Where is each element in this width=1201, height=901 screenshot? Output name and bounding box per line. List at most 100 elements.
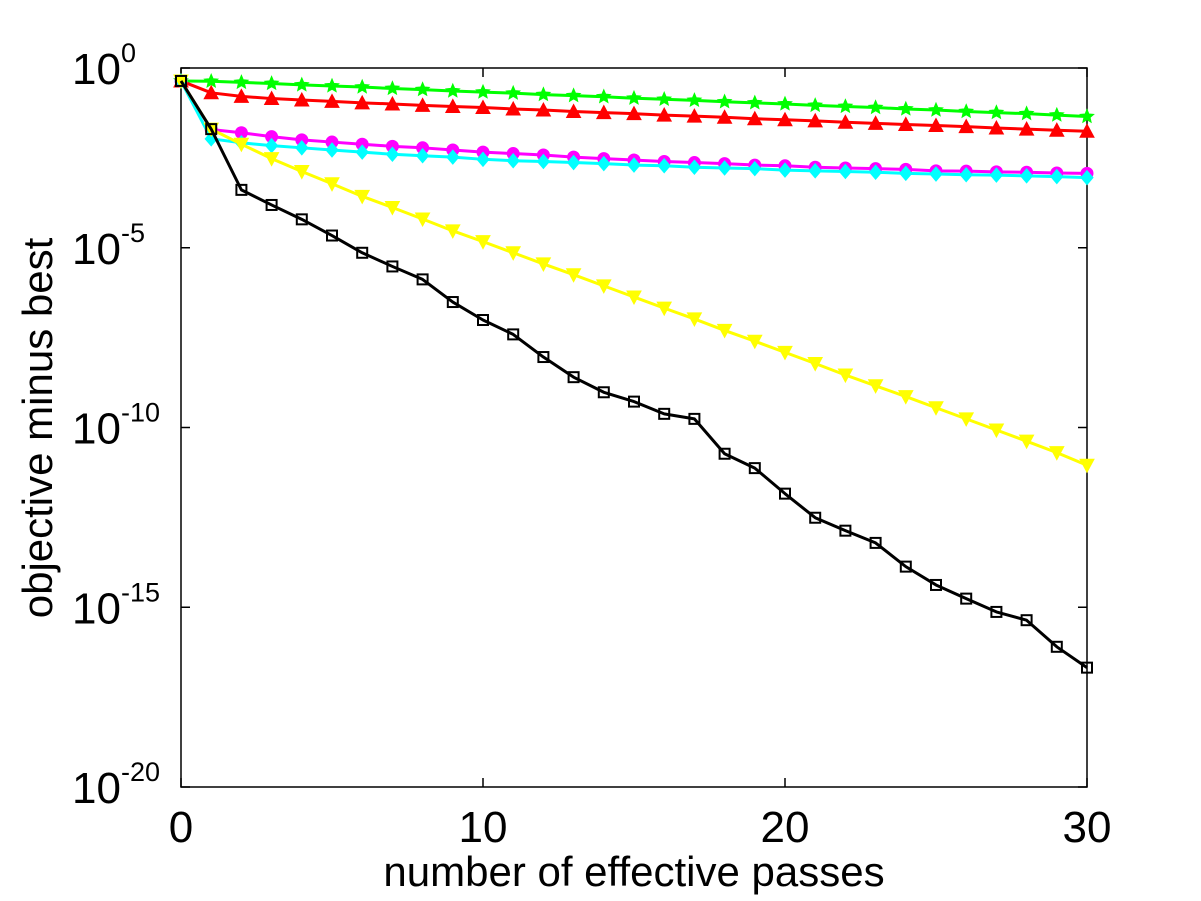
x-axis-ticks: 0 10 20 30 bbox=[169, 68, 1112, 852]
data-point bbox=[175, 74, 187, 87]
data-point bbox=[535, 102, 552, 117]
data-point bbox=[988, 423, 1005, 439]
series-red-triangle-up bbox=[173, 72, 1095, 138]
data-point bbox=[717, 160, 732, 176]
data-point bbox=[535, 86, 552, 102]
data-point bbox=[1048, 446, 1065, 461]
data-point bbox=[928, 117, 944, 133]
data-point bbox=[595, 104, 612, 120]
data-point bbox=[414, 97, 431, 112]
data-point bbox=[928, 401, 944, 416]
data-point bbox=[867, 115, 884, 130]
data-point bbox=[626, 89, 642, 105]
data-point bbox=[867, 99, 884, 115]
data-point bbox=[414, 212, 431, 228]
data-point bbox=[446, 296, 459, 309]
data-point bbox=[415, 147, 430, 164]
data-point bbox=[416, 273, 429, 286]
data-point bbox=[1050, 640, 1063, 653]
data-point bbox=[1048, 122, 1065, 137]
data-point bbox=[324, 177, 340, 192]
data-point bbox=[384, 80, 401, 96]
data-point bbox=[295, 213, 308, 226]
data-point bbox=[505, 84, 522, 100]
data-point bbox=[837, 98, 854, 114]
data-point bbox=[687, 159, 702, 175]
data-point bbox=[656, 301, 673, 317]
data-point bbox=[233, 88, 250, 103]
data-point bbox=[626, 105, 642, 121]
data-point bbox=[686, 108, 703, 123]
data-point bbox=[778, 162, 792, 178]
data-point bbox=[688, 412, 701, 425]
data-point bbox=[233, 74, 250, 90]
data-point bbox=[205, 123, 218, 136]
data-point bbox=[384, 200, 401, 216]
data-point bbox=[748, 160, 762, 177]
y-tick-label: 10-15 bbox=[72, 577, 160, 633]
data-point bbox=[808, 163, 822, 179]
data-point bbox=[444, 98, 461, 113]
series-green-star bbox=[173, 72, 1095, 124]
series-line bbox=[179, 80, 1088, 669]
data-point bbox=[265, 198, 278, 211]
data-point bbox=[960, 592, 973, 605]
series-yellow-triangle-down bbox=[173, 74, 1095, 474]
data-point bbox=[1048, 106, 1065, 122]
data-point bbox=[839, 524, 852, 537]
data-point bbox=[988, 119, 1005, 135]
y-tick-exponent: -20 bbox=[121, 757, 160, 787]
data-point bbox=[505, 246, 522, 261]
data-point bbox=[324, 93, 340, 108]
data-point bbox=[263, 75, 280, 91]
data-point bbox=[385, 146, 400, 163]
data-point bbox=[476, 151, 490, 168]
data-point bbox=[958, 118, 975, 134]
data-point bbox=[1079, 108, 1095, 124]
data-point bbox=[1018, 434, 1035, 450]
data-point bbox=[777, 95, 793, 111]
x-tick-label: 10 bbox=[459, 803, 508, 852]
data-point bbox=[1018, 105, 1035, 121]
data-point bbox=[386, 260, 399, 273]
data-point bbox=[475, 235, 491, 250]
data-point bbox=[536, 153, 551, 170]
data-point bbox=[325, 142, 339, 158]
y-tick-base: 10 bbox=[72, 584, 121, 633]
x-tick-label: 30 bbox=[1063, 803, 1112, 852]
data-point bbox=[627, 157, 641, 173]
data-point bbox=[565, 268, 582, 283]
data-point bbox=[897, 116, 914, 131]
y-axis-label: objective minus best bbox=[14, 237, 61, 618]
data-point bbox=[293, 165, 310, 180]
data-point bbox=[1080, 169, 1094, 186]
data-point bbox=[899, 560, 912, 573]
data-point bbox=[567, 371, 580, 384]
data-point bbox=[958, 412, 975, 427]
data-point bbox=[779, 487, 791, 500]
data-point bbox=[354, 78, 371, 94]
data-point bbox=[837, 368, 854, 384]
data-point bbox=[897, 100, 914, 116]
data-point bbox=[506, 152, 520, 169]
data-point bbox=[355, 144, 369, 160]
data-point bbox=[537, 351, 550, 364]
data-point bbox=[928, 101, 944, 117]
data-point bbox=[235, 183, 248, 196]
y-tick-exponent: -10 bbox=[121, 398, 160, 428]
data-point bbox=[988, 104, 1005, 120]
data-point bbox=[295, 140, 309, 156]
data-point bbox=[324, 77, 340, 93]
y-tick-label: 100 bbox=[72, 38, 136, 94]
y-tick-label: 10-5 bbox=[72, 218, 145, 274]
data-point bbox=[807, 112, 824, 128]
data-point bbox=[595, 279, 612, 294]
data-point bbox=[414, 81, 431, 97]
data-point bbox=[475, 99, 491, 115]
data-point bbox=[565, 87, 582, 103]
data-point bbox=[867, 379, 884, 394]
data-point bbox=[203, 73, 220, 88]
data-point bbox=[989, 167, 1004, 183]
data-point bbox=[807, 97, 824, 113]
